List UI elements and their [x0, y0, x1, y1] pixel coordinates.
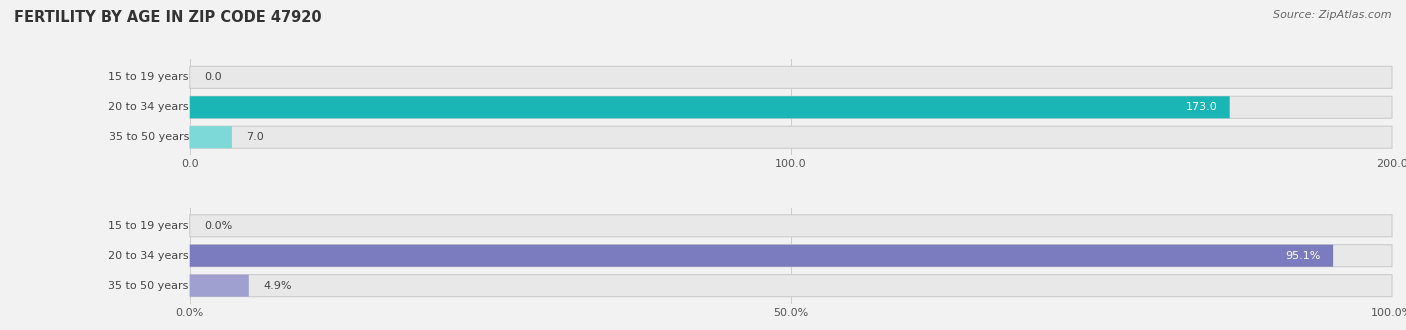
Text: Source: ZipAtlas.com: Source: ZipAtlas.com	[1274, 10, 1392, 20]
FancyBboxPatch shape	[190, 275, 249, 297]
FancyBboxPatch shape	[190, 66, 1392, 88]
Text: 95.1%: 95.1%	[1285, 251, 1322, 261]
Text: 15 to 19 years: 15 to 19 years	[108, 72, 188, 82]
FancyBboxPatch shape	[190, 96, 1230, 118]
Text: 0.0: 0.0	[204, 72, 222, 82]
Text: 4.9%: 4.9%	[263, 280, 291, 291]
Text: 7.0: 7.0	[246, 132, 264, 142]
FancyBboxPatch shape	[190, 126, 232, 148]
Text: FERTILITY BY AGE IN ZIP CODE 47920: FERTILITY BY AGE IN ZIP CODE 47920	[14, 10, 322, 25]
Text: 35 to 50 years: 35 to 50 years	[108, 280, 188, 291]
Text: 173.0: 173.0	[1185, 102, 1218, 112]
Text: 20 to 34 years: 20 to 34 years	[107, 251, 188, 261]
Text: 35 to 50 years: 35 to 50 years	[108, 132, 188, 142]
FancyBboxPatch shape	[190, 245, 1333, 267]
FancyBboxPatch shape	[190, 126, 1392, 148]
Text: 15 to 19 years: 15 to 19 years	[108, 221, 188, 231]
Text: 0.0%: 0.0%	[204, 221, 232, 231]
Text: 20 to 34 years: 20 to 34 years	[108, 102, 188, 112]
FancyBboxPatch shape	[190, 96, 1392, 118]
FancyBboxPatch shape	[190, 275, 1392, 297]
FancyBboxPatch shape	[190, 215, 1392, 237]
FancyBboxPatch shape	[190, 245, 1392, 267]
